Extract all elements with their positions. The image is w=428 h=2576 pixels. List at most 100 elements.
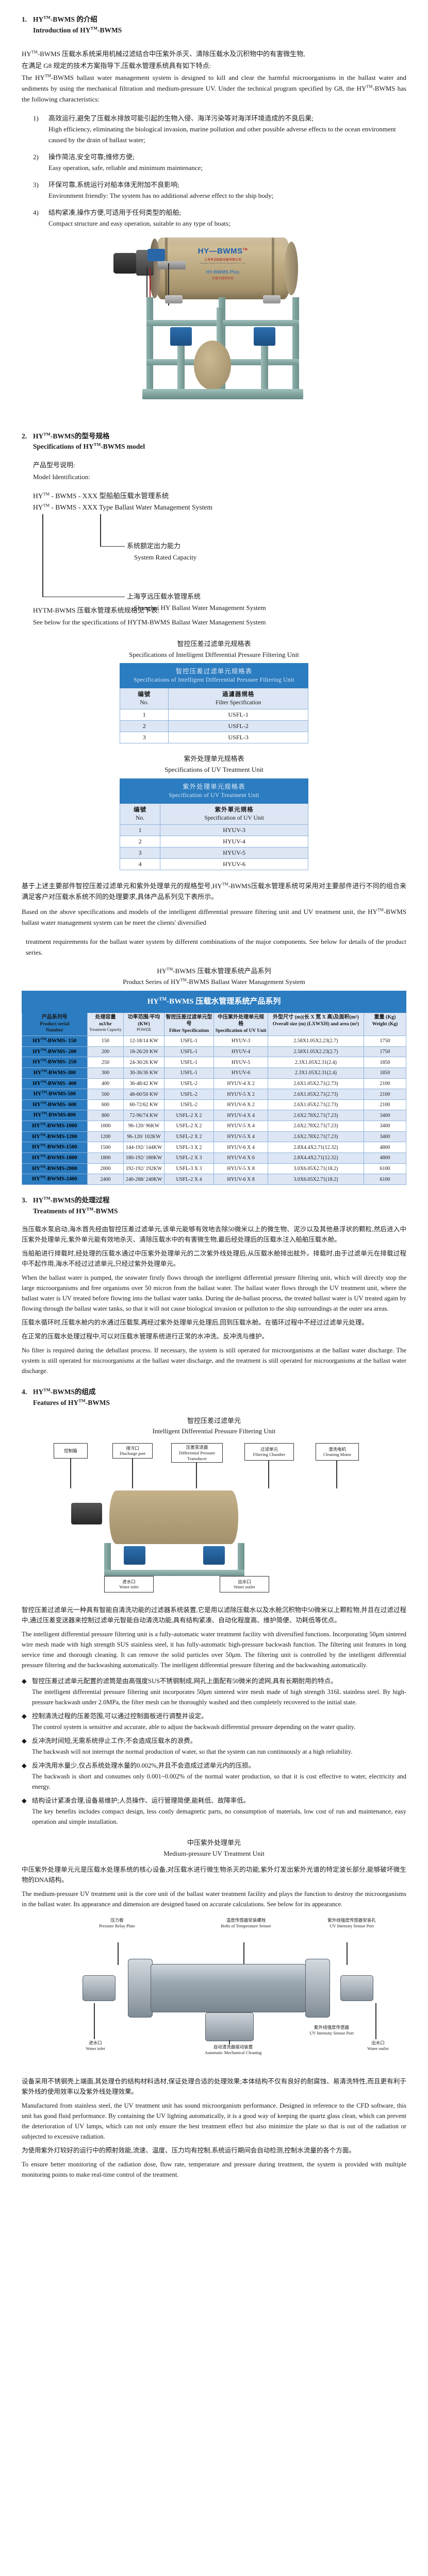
table-row: HYTM-BWMS- 400 400 36-48/42 KW USFL-2 HY…: [22, 1078, 406, 1090]
cell-capacity: 2400: [87, 1174, 124, 1185]
table-row: HYTM-BWMS- 600 600 60-72/62 KW USFL-2 HY…: [22, 1099, 406, 1111]
cell-filter: USFL-3 X 3: [163, 1163, 215, 1175]
uv-col-spec: 紫外單元規格 Specification of UV Unit: [160, 803, 308, 825]
cell-size: 3.0X6.05X2.71(18.2): [267, 1163, 365, 1175]
cell-filter: USFL-2 X 2: [163, 1131, 215, 1143]
cell-capacity: 400: [87, 1078, 124, 1090]
uv-col-no: 编號 No.: [119, 803, 161, 825]
vessel-logo-en: Shanghai Hengyuan Marine Equipment Co., …: [200, 261, 246, 264]
cell-uv: HYUV-6 X 8: [213, 1174, 268, 1185]
section-3-title-cn: HYTM-BWMS的处理过程: [33, 1196, 110, 1204]
table-row: HYTM-BWMS-1800 1800 180-192/ 180KW USFL-…: [22, 1153, 406, 1164]
cell-capacity: 600: [87, 1099, 124, 1111]
cell-no: 3: [119, 846, 161, 859]
water-outlet-label: 出水口 Water outlet: [367, 2040, 389, 2051]
section-3-para-cn-2: 当船舶进行排载时,经处理的压载水通过中压紫外处理单元的二次紫外线处理后,从压载水…: [22, 1249, 406, 1267]
section-1-intro-cn-2: 在满足 G8 规定的技术方案指导下,压载水管理系统具有如下特点:: [22, 61, 211, 70]
section-2-para-en-2: treatment requirements for the ballast w…: [26, 938, 406, 957]
list-item-en: Environment friendly: The system has no …: [48, 192, 274, 200]
cell-capacity: 250: [87, 1057, 124, 1068]
feature-bullet-cn: 智控压差过滤单元配置的滤筒是由高强度SUS不锈钢制成,网孔上面配有50微米的滤网…: [32, 1677, 337, 1685]
cell-filter: USFL-2 X 3: [163, 1153, 215, 1164]
cell-capacity: 1000: [87, 1121, 124, 1132]
cell-filter: USFL-2: [163, 1089, 215, 1100]
feature-bullet: ◆ 反冲洗用水量少,仅占系统处理水量的0.002%,并且不会造成过滤单元内的压损。: [22, 1760, 406, 1771]
uv-cleaning-drive: [205, 2012, 254, 2041]
feature-bullet: The key benefits includes compact design…: [22, 1806, 406, 1827]
table-row: HYTM-BWMS-300 300 30-36/36 KW USFL-1 HYU…: [22, 1067, 406, 1079]
cell-spec: USFL-3: [168, 732, 308, 744]
cell-power: 96-120/ 102KW: [123, 1131, 164, 1143]
cell-size: 2.8X4.4X2.71(12.32): [267, 1142, 365, 1154]
table-row: 1 HYUV-3: [119, 824, 308, 836]
table-subheader-row: 编號 No. 紫外單元規格 Specification of UV Unit: [119, 803, 308, 825]
diagram2-caption-cn: 中压紫外处理单元: [187, 1839, 241, 1847]
table-row: 3 HYUV-5: [119, 846, 308, 859]
see-below-en: See below for the specifications of HYTM…: [33, 618, 266, 626]
vessel-logo-main: HY—BWMSTM: [197, 246, 248, 256]
feature-bullet-en: The control system is sensitive and accu…: [32, 1723, 356, 1731]
uv-water-inlet-port: [83, 1975, 116, 2001]
cell-product-serial: HYTM-BWMS-1000: [22, 1121, 88, 1132]
section-4-title-cn: HYTM-BWMS的组成: [33, 1387, 96, 1396]
cell-uv: HYUV-5 X 4: [213, 1131, 268, 1143]
cell-weight: 4800: [364, 1142, 406, 1154]
feature-bullet-en: The backwash is short and consumes only …: [32, 1773, 406, 1791]
cell-filter: USFL-3 X 2: [163, 1142, 215, 1154]
uv-table-caption-cn: 紫外处理单元规格表: [184, 755, 244, 763]
section-1-intro-en: The HYTM-BWMS ballast water management s…: [22, 73, 406, 104]
cell-filter: USFL-2: [163, 1078, 215, 1090]
section-4-para-cn-1: 智控压差过滤单元一种具有智能自清洗功能的过滤器系统装置,它是用以滤除压载水以及水…: [22, 1606, 406, 1624]
table-row: 3 USFL-3: [119, 732, 308, 744]
cell-size: 2.3X1.05X2.31(2.4): [267, 1057, 365, 1068]
cell-filter: USFL-2: [163, 1099, 215, 1111]
table-row: HYTM-BWMS-800 800 72-96/74 KW USFL-2 X 2…: [22, 1110, 406, 1122]
filtering-chamber-label: 过滤单元 Filtering Chamber: [244, 1443, 294, 1461]
vessel-logo-sub: HY-BWMS Plus: [206, 269, 240, 275]
cell-weight: 6100: [364, 1163, 406, 1175]
feature-bullet: The control system is sensitive and accu…: [22, 1722, 406, 1732]
cell-power: 96-120/ 96KW: [123, 1121, 164, 1132]
section-4-number: 4.: [22, 1387, 27, 1396]
model-line-en: HYTM - BWMS - XXX Type Ballast Water Man…: [33, 503, 212, 512]
cell-no: 1: [119, 824, 161, 836]
cell-weight: 3400: [364, 1110, 406, 1122]
cell-capacity: 1200: [87, 1131, 124, 1143]
uv-chamber-body: [151, 1963, 306, 2012]
section-1-title-en: Introduction of HYTM-BWMS: [33, 26, 122, 34]
list-item-en: High efficiency, eliminating the biologi…: [48, 125, 396, 144]
automatic-cleaning-label: 自动清洗器驱动装置 Automatic Mechanical Cleaning: [204, 2044, 262, 2055]
cell-size: 2.8X4.4X2.71(12.32): [267, 1153, 365, 1164]
cell-size: 2.6X2.78X2.71(7.23): [267, 1131, 365, 1143]
feature-bullet: ◆ 控制清洗过程的压差范围,可以通过控制面板进行调整并设定。: [22, 1711, 406, 1721]
list-item: 1) 高效运行,避免了压载水排放可能引起的生物入侵、海洋污染等对海洋环境造成的不…: [22, 113, 406, 145]
cell-power: 30-36/36 KW: [123, 1067, 164, 1079]
cell-size: 3.0X6.05X2.71(18.2): [267, 1174, 365, 1185]
product-table-caption-en: Product Series of HYTM-BWMS Ballast Wate…: [123, 977, 305, 986]
section-3-para-en-1: When the ballast water is pumped, the se…: [22, 1274, 406, 1312]
section-3-number: 3.: [22, 1196, 27, 1204]
handwheel: [194, 340, 231, 390]
section-2-title-en: Specifications of HYTM-BWMS model: [33, 442, 145, 451]
cell-weight: 2100: [364, 1078, 406, 1090]
section-4-heading: 4. HYTM-BWMS的组成 Features of HYTM-BWMS: [22, 1387, 406, 1409]
table-row: 1 USFL-1: [119, 709, 308, 721]
cell-weight: 1750: [364, 1046, 406, 1058]
cell-spec: USFL-2: [168, 720, 308, 733]
cell-product-serial: HYTM-BWMS-2400: [22, 1174, 88, 1185]
cell-uv: HYUV-6 X 2: [213, 1099, 268, 1111]
model-identification-en: Model Identification:: [33, 473, 90, 481]
cell-power: 240-288/ 240KW: [123, 1174, 164, 1185]
section-2-para-cn: 基于上述主要部件智控压差过滤单元和紫外处理单元的规格型号,HYTM-BWMS压载…: [22, 882, 407, 901]
section-1-title-cn: HYTM-BWMS 的介绍: [33, 15, 97, 23]
feature-bullet: ◆ 结构设计紧凑合理,设备易维护;人员操作、运行管理简便,能耗低、故障率低。: [22, 1795, 406, 1806]
uv-outlet-end: [305, 1958, 330, 2018]
table-row: HYTM-BWMS-2400 2400 240-288/ 240KW USFL-…: [22, 1174, 406, 1185]
cell-product-serial: HYTM-BWMS- 400: [22, 1078, 88, 1090]
cell-spec: USFL-1: [168, 709, 308, 721]
cell-product-serial: HYTM-BWMS- 200: [22, 1046, 88, 1058]
cell-product-serial: HYTM-BWMS- 150: [22, 1036, 88, 1047]
feature-bullet-en: The intelligent differential pressure fi…: [32, 1688, 406, 1706]
cell-uv: HYUV-3: [213, 1036, 268, 1047]
list-item-number: 1): [33, 114, 39, 123]
